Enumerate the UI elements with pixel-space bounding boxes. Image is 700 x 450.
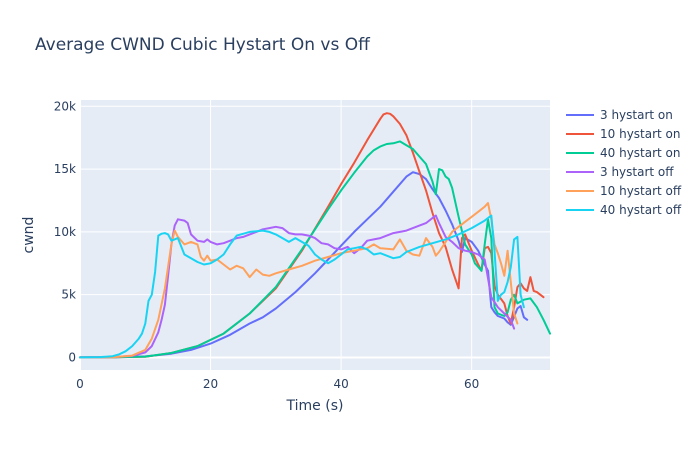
x-axis-title: Time (s)	[286, 398, 344, 414]
y-axis-ticks: 0 5k 10k 15k 20k	[54, 99, 76, 364]
x-tick-label: 0	[76, 377, 84, 391]
x-tick-label: 20	[203, 377, 218, 391]
legend-label[interactable]: 40 hystart off	[600, 203, 682, 217]
gridlines	[79, 100, 550, 370]
x-axis-ticks: 0 20 40 60	[76, 377, 479, 391]
series-line-40-hystart-off	[79, 214, 525, 359]
y-tick-label: 20k	[54, 99, 76, 113]
y-axis-title: cwnd	[21, 217, 37, 254]
legend-label[interactable]: 10 hystart off	[600, 184, 682, 198]
legend-label[interactable]: 40 hystart on	[600, 146, 681, 160]
x-tick-label: 60	[464, 377, 479, 391]
y-tick-label: 0	[68, 350, 76, 364]
series-line-40-hystart-on	[79, 140, 551, 359]
legend-label[interactable]: 3 hystart on	[600, 108, 673, 122]
series-line-3-hystart-on	[79, 171, 529, 359]
y-tick-label: 15k	[54, 162, 76, 176]
plot-background	[80, 100, 550, 370]
chart-title: Average CWND Cubic Hystart On vs Off	[35, 35, 371, 55]
x-tick-label: 40	[333, 377, 348, 391]
series-line-3-hystart-off	[79, 214, 516, 359]
series-layer	[79, 112, 551, 359]
y-tick-label: 10k	[54, 225, 76, 239]
legend-label[interactable]: 3 hystart off	[600, 165, 674, 179]
series-line-10-hystart-off	[79, 202, 519, 359]
y-tick-label: 5k	[61, 288, 76, 302]
legend: 3 hystart on 10 hystart on 40 hystart on 3 …	[566, 108, 682, 217]
legend-label[interactable]: 10 hystart on	[600, 127, 681, 141]
